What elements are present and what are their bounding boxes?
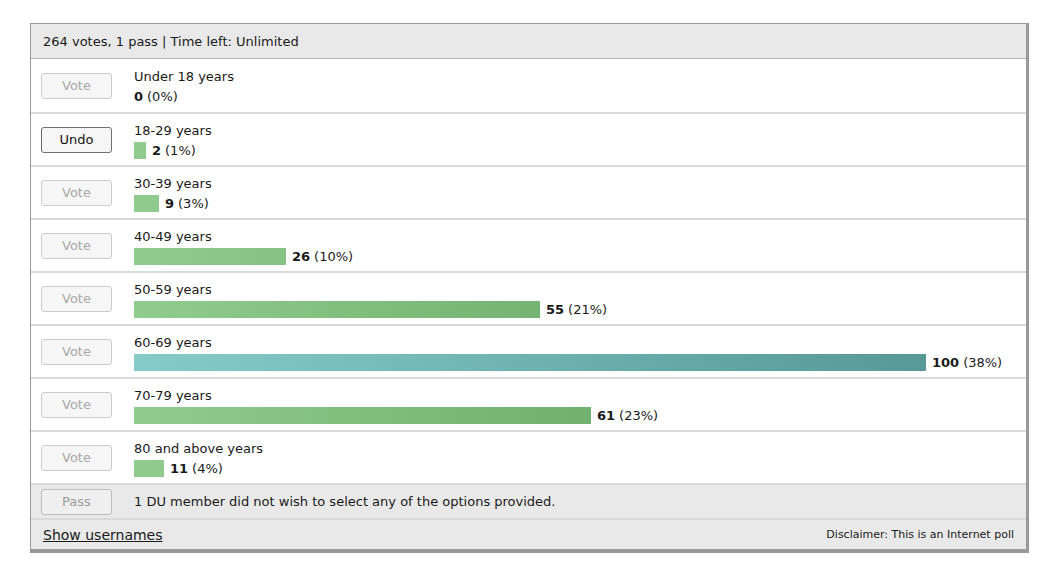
option-label: 18-29 years [134,122,1016,139]
vote-count: 55 (21%) [546,302,607,317]
vote-percent: (21%) [568,302,607,317]
vote-number: 55 [546,302,564,317]
vote-percent: (10%) [314,249,353,264]
vote-percent: (23%) [619,408,658,423]
vote-count: 61 (23%) [597,408,658,423]
vote-count: 9 (3%) [165,196,209,211]
result-bar [134,195,159,212]
vote-number: 26 [292,249,310,264]
poll-option: 70-79 years 61 (23%) [134,385,1016,424]
vote-number: 11 [170,461,188,476]
poll-option: Under 18 years 0 (0%) [134,66,1016,105]
vote-number: 2 [152,143,161,158]
poll-option: 80 and above years 11 (4%) [134,438,1016,477]
result-bar-line: 9 (3%) [134,195,1016,212]
vote-button[interactable]: Vote [41,286,112,312]
result-bar-line: 26 (10%) [134,248,1016,265]
vote-button[interactable]: Vote [41,445,112,471]
option-label: 80 and above years [134,440,1016,457]
result-bar-line: 55 (21%) [134,301,1016,318]
poll-option-row: Vote Under 18 years 0 (0%) [31,59,1026,112]
vote-percent: (38%) [963,355,1002,370]
vote-number: 100 [932,355,959,370]
vote-button[interactable]: Vote [41,73,112,99]
option-label: 70-79 years [134,387,1016,404]
pass-button[interactable]: Pass [41,489,112,515]
vote-percent: (4%) [192,461,223,476]
result-bar-line: 11 (4%) [134,460,1016,477]
poll-option: 18-29 years 2 (1%) [134,120,1016,159]
poll-option-row: Vote 80 and above years 11 (4%) [31,430,1026,483]
option-label: 50-59 years [134,281,1016,298]
vote-percent: (1%) [165,143,196,158]
result-bar-line: 2 (1%) [134,142,1016,159]
vote-number: 61 [597,408,615,423]
vote-percent: (3%) [178,196,209,211]
result-bar [134,407,591,424]
poll-option: 50-59 years 55 (21%) [134,279,1016,318]
vote-number: 0 [134,89,143,104]
vote-button[interactable]: Vote [41,233,112,259]
poll-option-row: Vote 50-59 years 55 (21%) [31,271,1026,324]
poll-option: 40-49 years 26 (10%) [134,226,1016,265]
pass-text: 1 DU member did not wish to select any o… [134,494,556,509]
option-label: 60-69 years [134,334,1016,351]
poll-option: 60-69 years 100 (38%) [134,332,1016,371]
poll-option: 30-39 years 9 (3%) [134,173,1016,212]
result-bar [134,354,926,371]
result-bar [134,301,540,318]
vote-count: 26 (10%) [292,249,353,264]
option-label: Under 18 years [134,68,1016,85]
poll-footer: Show usernames Disclaimer: This is an In… [31,518,1026,549]
vote-number: 9 [165,196,174,211]
vote-count: 2 (1%) [152,143,196,158]
poll-widget: 264 votes, 1 pass | Time left: Unlimited… [30,23,1029,553]
result-bar-line: 100 (38%) [134,354,1016,371]
result-bar [134,142,146,159]
vote-button[interactable]: Undo [41,127,112,153]
vote-percent: (0%) [147,89,178,104]
result-bar-line: 61 (23%) [134,407,1016,424]
vote-count: 11 (4%) [170,461,223,476]
poll-options: Vote Under 18 years 0 (0%) Undo 18-29 yea… [31,59,1026,483]
poll-option-row: Vote 30-39 years 9 (3%) [31,165,1026,218]
poll-option-row: Vote 40-49 years 26 (10%) [31,218,1026,271]
pass-row: Pass 1 DU member did not wish to select … [31,483,1026,518]
poll-option-row: Undo 18-29 years 2 (1%) [31,112,1026,165]
vote-count: 0 (0%) [134,89,178,104]
poll-header: 264 votes, 1 pass | Time left: Unlimited [31,24,1026,59]
option-label: 30-39 years [134,175,1016,192]
vote-count: 100 (38%) [932,355,1002,370]
disclaimer-text: Disclaimer: This is an Internet poll [826,528,1014,541]
result-bar [134,248,286,265]
vote-button[interactable]: Vote [41,392,112,418]
result-bar-line: 0 (0%) [134,88,1016,105]
option-label: 40-49 years [134,228,1016,245]
vote-button[interactable]: Vote [41,180,112,206]
poll-option-row: Vote 70-79 years 61 (23%) [31,377,1026,430]
show-usernames-link[interactable]: Show usernames [43,527,163,543]
poll-option-row: Vote 60-69 years 100 (38%) [31,324,1026,377]
result-bar [134,460,164,477]
vote-button[interactable]: Vote [41,339,112,365]
